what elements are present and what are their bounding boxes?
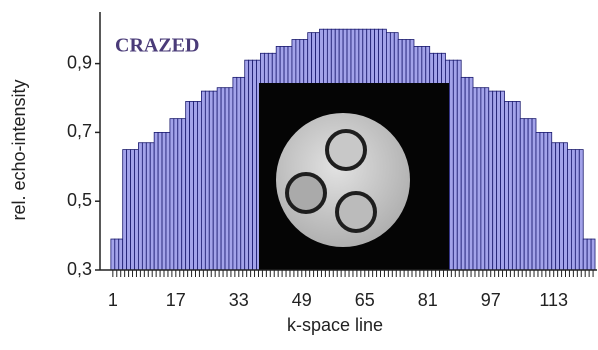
bar — [225, 88, 229, 270]
bar — [201, 91, 205, 270]
bar — [186, 101, 190, 270]
bar — [174, 119, 178, 270]
bar — [166, 132, 170, 270]
bar — [138, 143, 142, 270]
bar — [524, 119, 528, 270]
chart-title: CRAZED — [115, 35, 199, 57]
bar — [461, 77, 465, 270]
bar — [237, 77, 241, 270]
y-tick-label: 0,3 — [67, 259, 92, 279]
bar — [127, 150, 131, 270]
bar — [253, 60, 257, 270]
bar — [134, 150, 138, 270]
bar — [532, 119, 536, 270]
bar — [190, 101, 194, 270]
x-tick-label: 33 — [229, 290, 249, 310]
bar — [481, 88, 485, 270]
bar — [501, 91, 505, 270]
bar — [540, 132, 544, 270]
bar — [158, 132, 162, 270]
bar — [548, 132, 552, 270]
x-tick-label: 113 — [539, 290, 568, 310]
inset-image — [259, 83, 449, 270]
bar — [221, 88, 225, 270]
y-tick-label: 0,5 — [67, 190, 92, 210]
bar — [449, 60, 453, 270]
bar — [457, 60, 461, 270]
bar — [209, 91, 213, 270]
bar — [552, 143, 556, 270]
bar — [516, 101, 520, 270]
y-tick-label: 0,9 — [67, 52, 92, 72]
bar — [241, 77, 245, 270]
bar — [115, 239, 119, 270]
bar — [233, 77, 237, 270]
bar — [508, 101, 512, 270]
x-tick-label: 65 — [355, 290, 375, 310]
bar — [579, 150, 583, 270]
bar — [485, 88, 489, 270]
bar — [197, 101, 201, 270]
y-tick-label: 0,7 — [67, 121, 92, 141]
bar — [131, 150, 135, 270]
tube — [337, 193, 375, 231]
bar — [453, 60, 457, 270]
x-tick-label: 81 — [418, 290, 438, 310]
bar — [245, 60, 249, 270]
bar — [512, 101, 516, 270]
bar — [564, 143, 568, 270]
bar — [583, 239, 587, 270]
bar — [520, 119, 524, 270]
y-axis-label: rel. echo-intensity — [9, 79, 29, 220]
tube — [327, 131, 365, 169]
bar — [536, 132, 540, 270]
bar — [146, 143, 150, 270]
bar — [591, 239, 595, 270]
x-tick-label: 97 — [481, 290, 501, 310]
bar — [489, 91, 493, 270]
bar — [465, 77, 469, 270]
bar — [249, 60, 253, 270]
bar — [194, 101, 198, 270]
bar — [497, 91, 501, 270]
bar — [473, 88, 477, 270]
bar — [178, 119, 182, 270]
bar — [205, 91, 209, 270]
bar — [567, 150, 571, 270]
x-axis-label: k-space line — [287, 315, 383, 335]
bar — [229, 88, 233, 270]
x-tick-label: 1 — [108, 290, 118, 310]
bar — [556, 143, 560, 270]
bar — [111, 239, 115, 270]
bar — [544, 132, 548, 270]
bar — [182, 119, 186, 270]
bar — [469, 77, 473, 270]
bar — [587, 239, 591, 270]
bar — [575, 150, 579, 270]
tube — [287, 174, 325, 212]
bar — [504, 101, 508, 270]
x-tick-label: 17 — [166, 290, 186, 310]
bar — [170, 119, 174, 270]
bar — [571, 150, 575, 270]
bar — [493, 91, 497, 270]
bar — [528, 119, 532, 270]
bar — [123, 150, 127, 270]
bar — [560, 143, 564, 270]
bar — [119, 239, 123, 270]
bar — [150, 143, 154, 270]
bar — [213, 91, 217, 270]
bar — [477, 88, 481, 270]
bar — [154, 132, 158, 270]
x-tick-label: 49 — [292, 290, 312, 310]
bar — [142, 143, 146, 270]
bar — [217, 88, 221, 270]
chart: CRAZED k-space line rel. echo-intensity … — [0, 0, 598, 350]
bar — [162, 132, 166, 270]
